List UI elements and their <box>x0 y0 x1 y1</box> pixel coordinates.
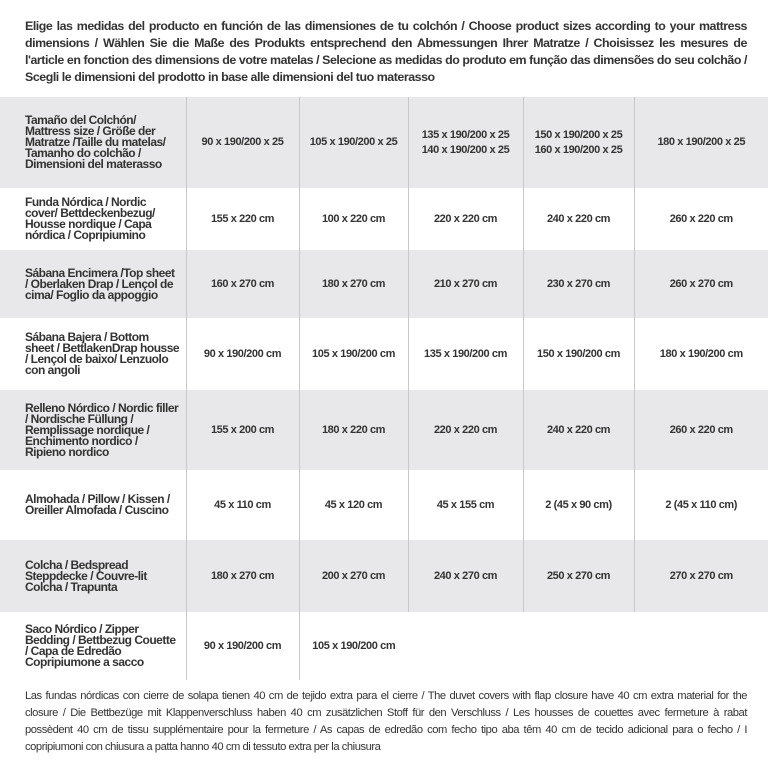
size-header: 180 x 190/200 x 25 <box>633 97 768 188</box>
size-cell: 45 x 155 cm <box>407 470 523 540</box>
size-line: 150 x 190/200 x 25 <box>534 128 623 141</box>
size-cell: 105 x 190/200 cm <box>298 318 408 390</box>
size-cell <box>523 612 634 680</box>
size-cell <box>408 612 523 680</box>
size-cell: 200 x 270 cm <box>298 540 408 612</box>
size-cell <box>634 612 768 680</box>
size-line: 105 x 190/200 x 25 <box>309 136 398 148</box>
row-label: Colcha / Bedspread Steppdecke / Couvre-l… <box>0 540 186 612</box>
footer-note: Las fundas nórdicas con cierre de solapa… <box>25 690 747 753</box>
size-cell: 45 x 110 cm <box>185 470 299 540</box>
row-label: Almohada / Pillow / Kissen / Oreiller Al… <box>0 470 186 540</box>
row-label: Relleno Nórdico / Nordic filler / Nordis… <box>0 390 186 470</box>
table-row: Funda Nórdica / Nordic cover/ Bettdecken… <box>0 188 768 250</box>
size-cell: 150 x 190/200 cm <box>522 318 634 390</box>
row-label: Sábana Encimera /Top sheet / Oberlaken D… <box>0 250 186 318</box>
size-header: 135 x 190/200 x 25 140 x 190/200 x 25 <box>407 97 523 188</box>
size-cell: 180 x 190/200 cm <box>633 318 768 390</box>
size-cell: 260 x 220 cm <box>633 390 768 470</box>
size-line: 140 x 190/200 x 25 <box>421 143 510 156</box>
table-row: Relleno Nórdico / Nordic filler / Nordis… <box>0 390 768 470</box>
header-row: Tamaño del Colchón/ Mattress size / Größ… <box>0 97 768 188</box>
size-header: 105 x 190/200 x 25 <box>298 97 408 188</box>
row-label: Sábana Bajera / Bottom sheet / Bettlaken… <box>0 318 186 390</box>
size-cell: 220 x 220 cm <box>407 188 523 250</box>
table-row: Sábana Encimera /Top sheet / Oberlaken D… <box>0 250 768 318</box>
size-cell: 180 x 220 cm <box>298 390 408 470</box>
size-line: 160 x 190/200 x 25 <box>534 143 623 156</box>
row-label: Funda Nórdica / Nordic cover/ Bettdecken… <box>0 188 186 250</box>
size-cell: 90 x 190/200 cm <box>185 612 299 680</box>
intro-text: Elige las medidas del producto en funció… <box>25 19 747 84</box>
size-cell: 230 x 270 cm <box>522 250 634 318</box>
size-cell: 270 x 270 cm <box>633 540 768 612</box>
size-cell: 210 x 270 cm <box>407 250 523 318</box>
table-row: Colcha / Bedspread Steppdecke / Couvre-l… <box>0 540 768 612</box>
size-cell: 260 x 220 cm <box>633 188 768 250</box>
size-cell: 160 x 270 cm <box>185 250 299 318</box>
size-cell: 240 x 220 cm <box>522 188 634 250</box>
table-row: Saco Nórdico / Zipper Bedding / Bettbezu… <box>0 612 768 680</box>
size-cell: 45 x 120 cm <box>298 470 408 540</box>
size-cell: 105 x 190/200 cm <box>298 612 408 680</box>
size-cell: 240 x 270 cm <box>407 540 523 612</box>
size-cell: 250 x 270 cm <box>522 540 634 612</box>
size-cell: 155 x 200 cm <box>185 390 299 470</box>
size-header: 90 x 190/200 x 25 <box>185 97 299 188</box>
header-label: Tamaño del Colchón/ Mattress size / Größ… <box>0 97 186 188</box>
size-cell: 2 (45 x 110 cm) <box>633 470 768 540</box>
size-cell: 135 x 190/200 cm <box>407 318 523 390</box>
size-table: Tamaño del Colchón/ Mattress size / Größ… <box>0 97 768 680</box>
table-row: Almohada / Pillow / Kissen / Oreiller Al… <box>0 470 768 540</box>
size-cell: 180 x 270 cm <box>185 540 299 612</box>
row-label: Saco Nórdico / Zipper Bedding / Bettbezu… <box>0 612 186 680</box>
size-cell: 240 x 220 cm <box>522 390 634 470</box>
size-line: 90 x 190/200 x 25 <box>201 136 284 148</box>
size-cell: 2 (45 x 90 cm) <box>522 470 634 540</box>
size-line: 135 x 190/200 x 25 <box>421 128 510 141</box>
size-cell: 100 x 220 cm <box>298 188 408 250</box>
table-row: Sábana Bajera / Bottom sheet / Bettlaken… <box>0 318 768 390</box>
size-cell: 260 x 270 cm <box>633 250 768 318</box>
size-cell: 180 x 270 cm <box>298 250 408 318</box>
size-header: 150 x 190/200 x 25 160 x 190/200 x 25 <box>522 97 634 188</box>
size-cell: 155 x 220 cm <box>185 188 299 250</box>
size-line: 180 x 190/200 x 25 <box>657 136 746 148</box>
size-cell: 90 x 190/200 cm <box>185 318 299 390</box>
size-cell: 220 x 220 cm <box>407 390 523 470</box>
